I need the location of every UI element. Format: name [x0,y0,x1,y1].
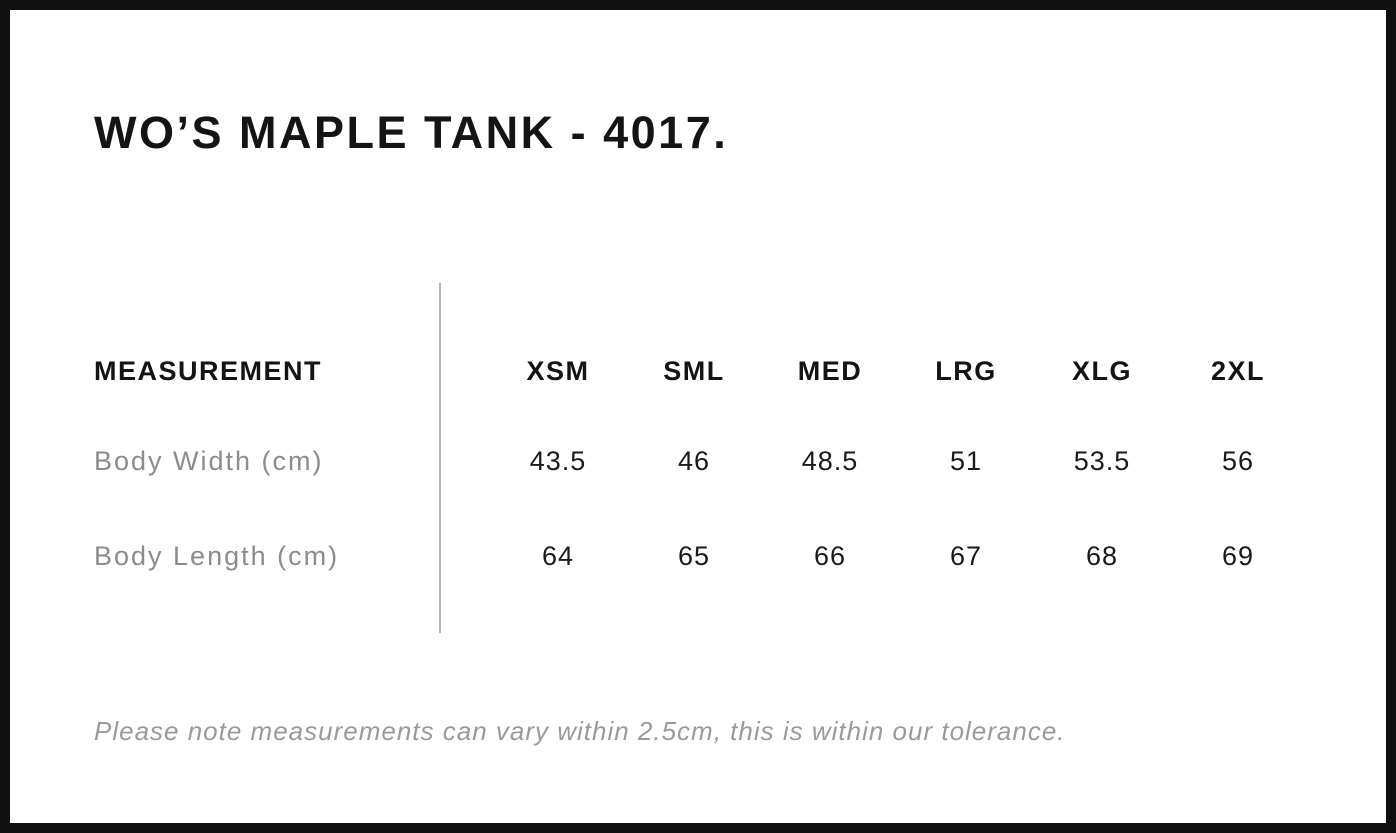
table-row-body-width: Body Width (cm) 43.5 46 48.5 51 53.5 56 [94,448,1306,475]
tolerance-note: Please note measurements can vary within… [94,716,1066,746]
page-title: WO’S MAPLE TANK - 4017. [94,107,729,158]
vertical-divider [439,283,441,633]
column-header-sml: SML [663,356,725,386]
column-header-measurement: MEASUREMENT [94,356,323,386]
size-value: 66 [813,541,847,571]
column-header-lrg: LRG [935,356,997,386]
table-header-row: MEASUREMENT XSM SML MED LRG XLG 2XL [94,358,1306,385]
column-header-med: MED [797,356,863,386]
column-header-2xl: 2XL [1210,356,1266,386]
size-value: 48.5 [801,446,859,476]
row-label: Body Length (cm) [94,541,340,571]
size-value: 43.5 [529,446,587,476]
size-value: 51 [949,446,983,476]
size-value: 56 [1221,446,1255,476]
size-value: 68 [1085,541,1119,571]
size-value: 64 [541,541,575,571]
size-value: 69 [1221,541,1255,571]
table-row-body-length: Body Length (cm) 64 65 66 67 68 69 [94,543,1306,570]
column-header-xlg: XLG [1071,356,1132,386]
size-value: 65 [677,541,711,571]
row-label: Body Width (cm) [94,446,324,476]
size-value: 53.5 [1073,446,1131,476]
size-value: 67 [949,541,983,571]
size-value: 46 [677,446,711,476]
column-header-xsm: XSM [526,356,590,386]
